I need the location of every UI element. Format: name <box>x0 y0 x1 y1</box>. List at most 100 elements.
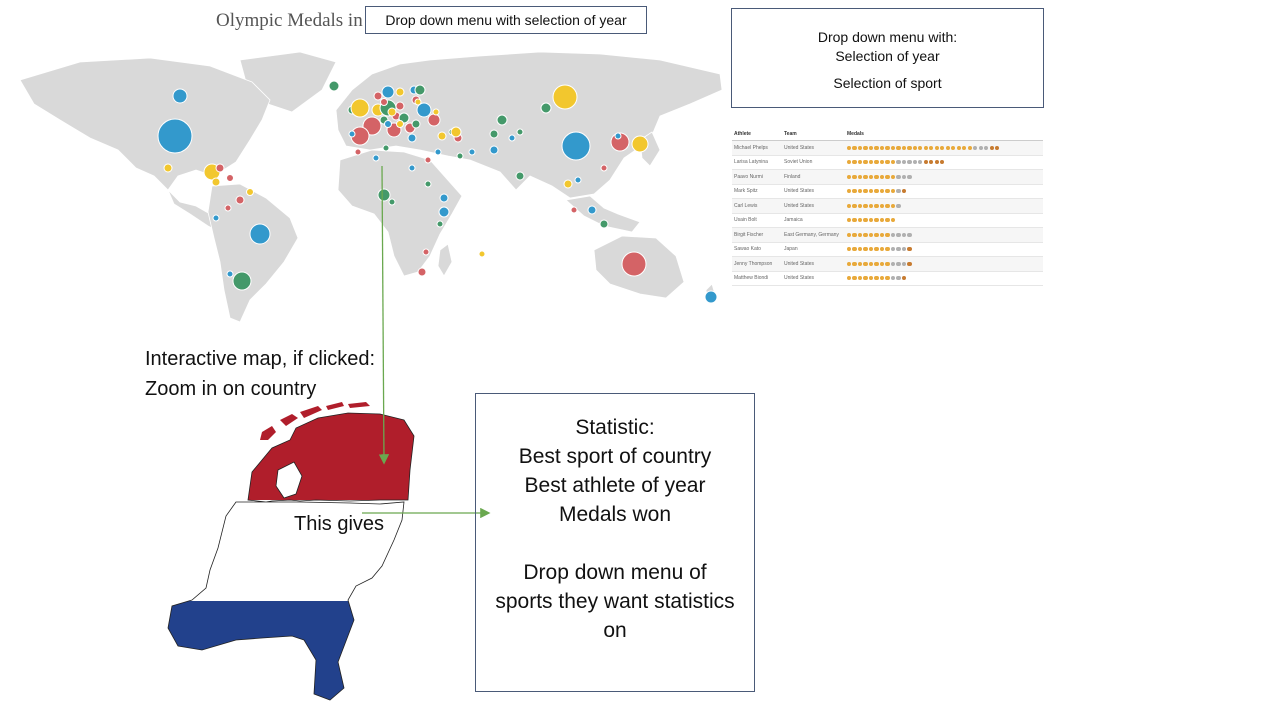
header-medals: Medals <box>847 131 864 137</box>
bubble-saudi <box>456 152 464 160</box>
silver-medal-dot <box>912 160 917 165</box>
gold-medal-dot <box>863 160 868 165</box>
bronze-medal-dot <box>901 276 907 281</box>
gold-medal-dot <box>847 174 852 179</box>
bubble-niger <box>408 164 416 172</box>
silver-medal-dot <box>896 232 901 237</box>
gold-medal-dot <box>857 247 863 252</box>
table-row: Jenny Thompson United States <box>732 257 1043 272</box>
gold-medal-dot <box>857 145 863 150</box>
ijsselmeer <box>275 461 303 499</box>
silver-medal-dot <box>973 145 978 150</box>
gold-medal-dot <box>868 276 874 281</box>
wadden-islands <box>260 402 370 440</box>
dropdown-item-sport[interactable]: Selection of sport <box>833 75 942 91</box>
gold-medal-dot <box>890 203 896 208</box>
madagascar <box>437 243 453 277</box>
gold-medal-dot <box>847 160 852 165</box>
silver-medal-dot <box>896 160 901 165</box>
table-body: Michael Phelps United States Larisa Latyni… <box>732 141 1043 286</box>
gold-medal-dot <box>852 261 857 266</box>
gold-medal-dot <box>863 189 868 194</box>
silver-medal-dot <box>890 261 896 266</box>
gold-medal-dot <box>863 203 868 208</box>
gold-medal-dot <box>847 276 852 281</box>
bubble-jamaica <box>226 174 234 182</box>
dropdown-item-year[interactable]: Selection of year <box>835 48 940 64</box>
gold-medal-dot <box>874 174 879 179</box>
bubble-portugal <box>348 130 356 138</box>
silver-medal-dot <box>896 174 901 179</box>
medal-dots <box>847 160 1043 165</box>
bubble-venezuela <box>235 195 245 205</box>
gold-medal-dot <box>896 145 901 150</box>
gold-medal-dot <box>956 145 961 150</box>
medal-dots <box>847 232 1043 237</box>
gold-medal-dot <box>879 189 885 194</box>
gold-medal-dot <box>962 145 967 150</box>
gold-medal-dot <box>857 276 863 281</box>
gold-medal-dot <box>852 247 857 252</box>
gold-medal-dot <box>863 218 868 223</box>
gold-medal-dot <box>874 189 879 194</box>
silver-medal-dot <box>907 174 912 179</box>
silver-medal-dot <box>978 145 983 150</box>
header-team: Team <box>784 131 797 137</box>
gold-medal-dot <box>879 261 885 266</box>
bubble-ukraine <box>416 102 432 118</box>
bubble-sweden <box>381 85 395 99</box>
continents <box>19 51 723 323</box>
gold-medal-dot <box>857 189 863 194</box>
gold-medal-dot <box>847 232 852 237</box>
table-row: Mark Spitz United States <box>732 185 1043 199</box>
athlete-team: United States <box>784 260 815 267</box>
gold-medal-dot <box>863 276 868 281</box>
header-athlete: Athlete <box>734 131 751 137</box>
sport-dropdown[interactable]: Drop down menu of sports they want stati… <box>476 558 754 645</box>
table-row: Carl Lewis United States <box>732 199 1043 214</box>
gold-medal-dot <box>857 174 863 179</box>
gold-medal-dot <box>929 145 934 150</box>
table-row: Larisa Latynina Soviet Union <box>732 156 1043 170</box>
north-america <box>19 57 271 191</box>
athlete-team: United States <box>784 188 815 195</box>
gold-medal-dot <box>874 203 879 208</box>
bubble-kazakhstan <box>496 114 508 126</box>
dropdown-box[interactable]: Drop down menu with: Selection of year S… <box>731 8 1044 108</box>
bubble-georgia <box>432 108 440 116</box>
table-row: Birgit Fischer East Germany, Germany <box>732 228 1043 243</box>
table-row: Sawao Kato Japan <box>732 243 1043 257</box>
gold-medal-dot <box>890 189 896 194</box>
gold-medal-dot <box>923 145 928 150</box>
silver-medal-dot <box>901 232 907 237</box>
gold-medal-dot <box>868 247 874 252</box>
bubble-thailand <box>563 179 573 189</box>
gold-medal-dot <box>885 160 890 165</box>
gold-medal-dot <box>852 145 857 150</box>
gold-medal-dot <box>879 203 885 208</box>
gold-medal-dot <box>890 160 896 165</box>
athlete-team: Jamaica <box>784 217 803 224</box>
gold-medal-dot <box>885 189 890 194</box>
map-note-line-2: Zoom in on country <box>145 378 317 400</box>
medal-dots <box>847 261 1043 266</box>
bubble-iraq <box>515 171 525 181</box>
netherlands-map[interactable] <box>150 400 430 711</box>
year-dropdown[interactable]: Drop down menu with selection of year <box>365 6 647 34</box>
gold-medal-dot <box>940 145 945 150</box>
bubble-caribbean-1 <box>211 177 221 187</box>
bubble-china <box>561 131 591 161</box>
gold-medal-dot <box>885 261 890 266</box>
bubble-ethiopia <box>439 193 449 203</box>
bubble-egypt <box>424 156 432 164</box>
gold-medal-dot <box>874 160 879 165</box>
gold-medal-dot <box>879 232 885 237</box>
medal-dots <box>847 145 1043 150</box>
gold-medal-dot <box>912 145 917 150</box>
gold-medal-dot <box>868 232 874 237</box>
gold-medal-dot <box>852 232 857 237</box>
gold-medal-dot <box>879 218 885 223</box>
athlete-name: Sawao Kato <box>734 246 761 253</box>
silver-medal-dot <box>907 160 912 165</box>
